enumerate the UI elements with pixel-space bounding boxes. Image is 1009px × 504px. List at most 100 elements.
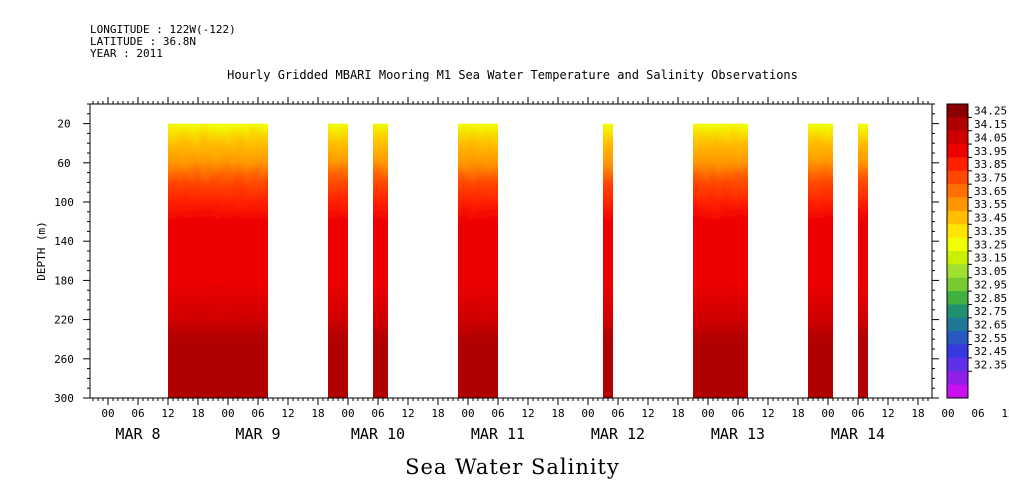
x-tick-label: 00 bbox=[581, 407, 594, 420]
longitude-label: LONGITUDE : 122W(-122) bbox=[90, 23, 236, 36]
x-tick-label: 06 bbox=[611, 407, 624, 420]
salinity-fill bbox=[328, 123, 348, 398]
salinity-fill bbox=[858, 123, 868, 398]
latitude-label: LATITUDE : 36.8N bbox=[90, 35, 196, 48]
x-tick-label: 00 bbox=[701, 407, 714, 420]
y-tick-label: 140 bbox=[54, 235, 74, 248]
x-tick-label: 18 bbox=[671, 407, 684, 420]
y-tick-label: 300 bbox=[54, 392, 74, 405]
y-axis-label: DEPTH (m) bbox=[35, 221, 48, 281]
colorbar-swatch bbox=[947, 197, 968, 212]
colorbar-swatch bbox=[947, 117, 968, 132]
colorbar-swatch bbox=[947, 104, 968, 118]
x-tick-label: 12 bbox=[1001, 407, 1009, 420]
salinity-fill bbox=[603, 123, 613, 398]
x-tick-label: 12 bbox=[281, 407, 294, 420]
colorbar-swatch bbox=[947, 144, 968, 158]
day-label: MAR 8 bbox=[115, 425, 160, 443]
x-tick-label: 06 bbox=[371, 407, 384, 420]
x-tick-label: 00 bbox=[101, 407, 114, 420]
colorbar-swatch bbox=[947, 317, 968, 332]
data-segment bbox=[693, 123, 748, 398]
colorbar-swatch bbox=[947, 170, 968, 185]
x-tick-label: 12 bbox=[401, 407, 414, 420]
salinity-fill bbox=[693, 123, 748, 398]
colorbar-level-label: 33.05 bbox=[974, 265, 1007, 278]
data-segment bbox=[858, 123, 868, 398]
salinity-fill bbox=[168, 123, 268, 398]
x-tick-label: 06 bbox=[731, 407, 744, 420]
colorbar-swatch bbox=[947, 291, 968, 305]
colorbar-level-label: 34.05 bbox=[974, 131, 1007, 144]
x-tick-label: 06 bbox=[251, 407, 264, 420]
x-tick-label: 18 bbox=[191, 407, 204, 420]
x-tick-label: 00 bbox=[461, 407, 474, 420]
colorbar-level-label: 33.65 bbox=[974, 185, 1007, 198]
x-tick-label: 00 bbox=[221, 407, 234, 420]
x-tick-label: 12 bbox=[521, 407, 534, 420]
colorbar-level-label: 32.75 bbox=[974, 305, 1007, 318]
chart-title: Hourly Gridded MBARI Mooring M1 Sea Wate… bbox=[227, 68, 798, 82]
colorbar-swatch bbox=[947, 304, 968, 319]
year-label: YEAR : 2011 bbox=[90, 47, 163, 60]
colorbar-level-label: 32.65 bbox=[974, 319, 1007, 332]
y-tick-label: 180 bbox=[54, 274, 74, 287]
x-tick-label: 18 bbox=[311, 407, 324, 420]
data-segment bbox=[373, 123, 388, 398]
colorbar-swatch bbox=[947, 344, 968, 359]
y-tick-label: 260 bbox=[54, 353, 74, 366]
colorbar-level-label: 32.95 bbox=[974, 278, 1007, 291]
colorbar-level-label: 33.95 bbox=[974, 145, 1007, 158]
day-label: MAR 14 bbox=[831, 425, 885, 443]
data-segment bbox=[808, 123, 833, 398]
x-tick-label: 12 bbox=[761, 407, 774, 420]
data-segment bbox=[603, 123, 613, 398]
salinity-fill bbox=[808, 123, 833, 398]
colorbar-swatch bbox=[947, 277, 968, 292]
x-tick-label: 06 bbox=[131, 407, 144, 420]
salinity-fill bbox=[373, 123, 388, 398]
data-segment bbox=[328, 123, 348, 398]
data-segment bbox=[458, 123, 498, 398]
colorbar-swatch bbox=[947, 237, 968, 252]
colorbar-swatch bbox=[947, 251, 968, 265]
x-tick-label: 18 bbox=[791, 407, 804, 420]
day-label: MAR 13 bbox=[711, 425, 765, 443]
y-tick-label: 220 bbox=[54, 314, 74, 327]
x-tick-label: 00 bbox=[821, 407, 834, 420]
colorbar-level-label: 33.55 bbox=[974, 198, 1007, 211]
colorbar-level-label: 33.35 bbox=[974, 225, 1007, 238]
x-tick-label: 18 bbox=[551, 407, 564, 420]
colorbar-level-label: 33.15 bbox=[974, 252, 1007, 265]
x-tick-label: 06 bbox=[491, 407, 504, 420]
x-tick-label: 06 bbox=[971, 407, 984, 420]
colorbar-swatch bbox=[947, 157, 968, 172]
colorbar-level-label: 34.25 bbox=[974, 105, 1007, 118]
colorbar-swatch bbox=[947, 357, 968, 372]
colorbar-swatch bbox=[947, 371, 968, 386]
colorbar-swatch bbox=[947, 264, 968, 279]
y-tick-label: 60 bbox=[57, 157, 70, 170]
variable-caption: Sea Water Salinity bbox=[405, 455, 620, 479]
x-tick-label: 00 bbox=[341, 407, 354, 420]
day-label: MAR 11 bbox=[471, 425, 525, 443]
colorbar-swatch bbox=[947, 224, 968, 239]
colorbar-level-label: 32.85 bbox=[974, 292, 1007, 305]
x-tick-label: 18 bbox=[911, 407, 924, 420]
colorbar-level-label: 32.45 bbox=[974, 345, 1007, 358]
colorbar-level-label: 32.35 bbox=[974, 359, 1007, 372]
data-segment bbox=[168, 123, 268, 398]
colorbar-level-label: 33.75 bbox=[974, 172, 1007, 185]
day-label: MAR 10 bbox=[351, 425, 405, 443]
x-tick-label: 12 bbox=[641, 407, 654, 420]
y-tick-label: 100 bbox=[54, 196, 74, 209]
x-tick-label: 18 bbox=[431, 407, 444, 420]
colorbar-swatch bbox=[947, 331, 968, 346]
colorbar-level-label: 33.25 bbox=[974, 238, 1007, 251]
salinity-fill bbox=[458, 123, 498, 398]
colorbar-swatch bbox=[947, 184, 968, 199]
colorbar-swatch bbox=[947, 130, 968, 145]
x-tick-label: 06 bbox=[851, 407, 864, 420]
colorbar-level-label: 34.15 bbox=[974, 118, 1007, 131]
